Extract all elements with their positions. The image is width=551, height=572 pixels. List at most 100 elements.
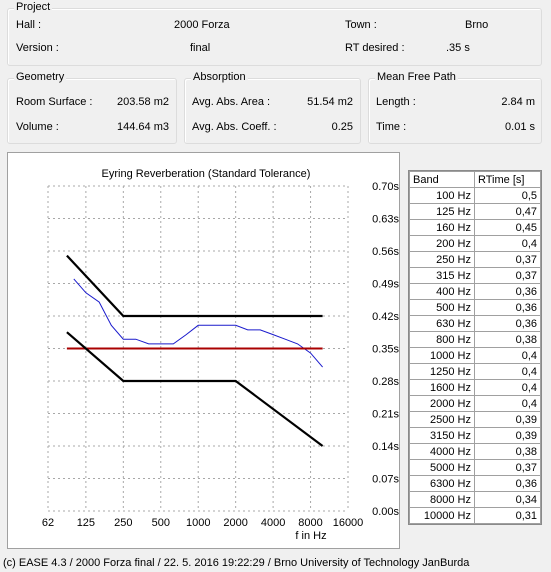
rtime-cell: 0,4: [474, 379, 541, 396]
room-surface-value: 203.58 m2: [117, 96, 169, 108]
geometry-group-title: Geometry: [14, 71, 67, 83]
rtime-cell: 0,38: [474, 331, 541, 348]
y-tick-label: 0.56s: [372, 246, 399, 258]
band-cell: 125 Hz: [409, 203, 475, 220]
table-row: 2000 Hz 0,4: [409, 395, 541, 412]
x-tick-label: 16000: [333, 517, 364, 529]
rtime-cell: 0,4: [474, 395, 541, 412]
x-axis-label: f in Hz: [295, 530, 326, 542]
table-row: 800 Hz 0,38: [409, 331, 541, 348]
band-cell: 8000 Hz: [409, 491, 475, 508]
band-cell: 5000 Hz: [409, 459, 475, 476]
band-cell: 400 Hz: [409, 283, 475, 300]
rtime-cell: 0,39: [474, 427, 541, 444]
rtime-cell: 0,4: [474, 363, 541, 380]
band-cell: 1600 Hz: [409, 379, 475, 396]
reverberation-chart: Eyring Reverberation (Standard Tolerance…: [42, 168, 399, 542]
time-label: Time :: [376, 121, 407, 133]
table-row: 10000 Hz 0,31: [409, 507, 541, 524]
band-cell: 100 Hz: [409, 187, 475, 204]
table-row: 630 Hz 0,36: [409, 315, 541, 332]
rtime-cell: 0,4: [474, 235, 541, 252]
rtime-cell: 0,45: [474, 219, 541, 236]
y-tick-label: 0.42s: [372, 311, 399, 323]
band-cell: 3150 Hz: [409, 427, 475, 444]
x-tick-label: 125: [77, 517, 95, 529]
footer-copyright: (c) EASE 4.3 / 2000 Forza final / 22. 5.…: [3, 557, 470, 569]
band-cell: 1000 Hz: [409, 347, 475, 364]
town-label: Town :: [345, 19, 377, 31]
band-cell: 2000 Hz: [409, 395, 475, 412]
table-row: 3150 Hz 0,39: [409, 427, 541, 444]
rtime-cell: 0,39: [474, 411, 541, 428]
y-tick-label: 0.35s: [372, 344, 399, 356]
rtime-cell: 0,31: [474, 507, 541, 524]
x-tick-label: 4000: [261, 517, 285, 529]
rtime-cell: 0,38: [474, 443, 541, 460]
volume-value: 144.64 m3: [117, 121, 169, 133]
chart-axis-labels: 62 125 250 500 1000 2000 4000 8000 16000 0.00s 0.0…: [42, 181, 399, 529]
rtime-cell: 0,37: [474, 251, 541, 268]
x-tick-label: 62: [42, 517, 54, 529]
rtime-cell: 0,5: [474, 187, 541, 204]
upper-tolerance-series-line: [66, 254, 323, 318]
table-row: 6300 Hz 0,36: [409, 475, 541, 492]
y-tick-label: 0.00s: [372, 506, 399, 518]
rt-table-container: Band RTime [s] 100 Hz 0,5 125 Hz 0,47 160 Hz…: [408, 170, 542, 525]
chart-grid: [47, 185, 349, 512]
band-cell: 800 Hz: [409, 331, 475, 348]
reverberation-chart-panel: Eyring Reverberation (Standard Tolerance…: [7, 152, 400, 549]
version-value: final: [190, 42, 211, 54]
y-tick-label: 0.07s: [372, 474, 399, 486]
version-label: Version :: [16, 42, 59, 54]
hall-label: Hall :: [16, 19, 42, 31]
y-tick-label: 0.49s: [372, 279, 399, 291]
absorption-group: Absorption Avg. Abs. Area : 51.54 m2 Avg…: [184, 71, 361, 144]
time-value: 0.01 s: [505, 121, 535, 133]
rtime-cell: 0,36: [474, 315, 541, 332]
band-cell: 630 Hz: [409, 315, 475, 332]
table-row: 2500 Hz 0,39: [409, 411, 541, 428]
rtime-cell: 0,4: [474, 347, 541, 364]
table-row: 1000 Hz 0,4: [409, 347, 541, 364]
x-tick-label: 2000: [223, 517, 247, 529]
project-group-title: Project: [14, 1, 53, 13]
measured-series-line: [73, 278, 323, 368]
band-column-header: Band: [409, 171, 475, 188]
mean-free-path-title: Mean Free Path: [375, 71, 458, 83]
y-tick-label: 0.28s: [372, 376, 399, 388]
table-row: 1250 Hz 0,4: [409, 363, 541, 380]
hall-value: 2000 Forza: [174, 19, 230, 31]
band-cell: 6300 Hz: [409, 475, 475, 492]
rtime-cell: 0,36: [474, 299, 541, 316]
avg-abs-coeff-label: Avg. Abs. Coeff. :: [192, 121, 277, 133]
band-cell: 10000 Hz: [409, 507, 475, 524]
geometry-group: Geometry Room Surface : 203.58 m2 Volume…: [7, 71, 177, 144]
absorption-group-title: Absorption: [191, 71, 248, 83]
length-value: 2.84 m: [501, 96, 535, 108]
rtime-cell: 0,34: [474, 491, 541, 508]
length-label: Length :: [376, 96, 416, 108]
rtime-cell: 0,47: [474, 203, 541, 220]
volume-label: Volume :: [16, 121, 59, 133]
rtime-cell: 0,36: [474, 283, 541, 300]
band-cell: 200 Hz: [409, 235, 475, 252]
x-tick-label: 500: [152, 517, 170, 529]
rt-table: Band RTime [s] 100 Hz 0,5 125 Hz 0,47 160 Hz…: [409, 171, 541, 524]
rtime-cell: 0,37: [474, 459, 541, 476]
rt-table-body: 100 Hz 0,5 125 Hz 0,47 160 Hz 0,45 200 Hz 0,4 25…: [409, 187, 541, 524]
x-tick-label: 8000: [298, 517, 322, 529]
rt-table-header-row: Band RTime [s]: [409, 171, 541, 188]
band-cell: 160 Hz: [409, 219, 475, 236]
table-row: 400 Hz 0,36: [409, 283, 541, 300]
band-cell: 4000 Hz: [409, 443, 475, 460]
table-row: 160 Hz 0,45: [409, 219, 541, 236]
lower-tolerance-series-line: [66, 331, 324, 447]
avg-abs-area-label: Avg. Abs. Area :: [192, 96, 271, 108]
chart-series: [66, 254, 324, 447]
table-row: 250 Hz 0,37: [409, 251, 541, 268]
rtime-cell: 0,36: [474, 475, 541, 492]
band-cell: 500 Hz: [409, 299, 475, 316]
table-row: 500 Hz 0,36: [409, 299, 541, 316]
table-row: 100 Hz 0,5: [409, 187, 541, 204]
